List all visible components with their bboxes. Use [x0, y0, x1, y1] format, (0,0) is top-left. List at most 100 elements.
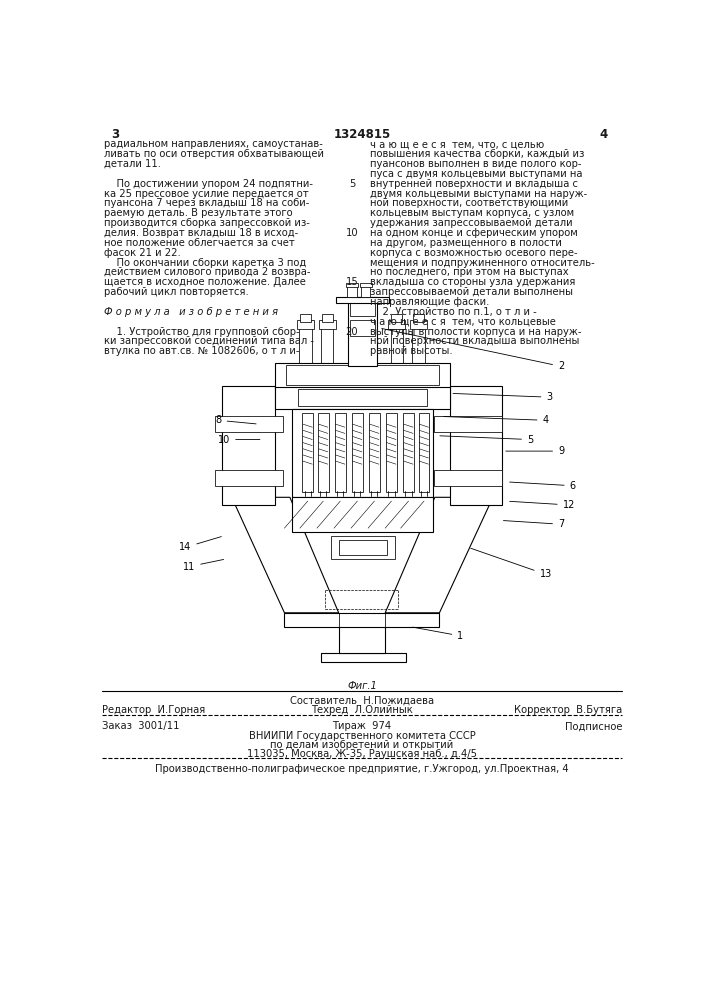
- Text: 15: 15: [346, 277, 358, 287]
- Polygon shape: [385, 497, 493, 613]
- Text: 113035, Москва, Ж-35, Раушская наб., д.4/5: 113035, Москва, Ж-35, Раушская наб., д.4…: [247, 749, 477, 759]
- Text: 9: 9: [506, 446, 564, 456]
- Bar: [339, 620, 385, 653]
- Bar: [339, 540, 387, 555]
- Text: Техред  Л.Олийнык: Техред Л.Олийнык: [311, 705, 413, 715]
- Text: Составитель  Н.Пожидаева: Составитель Н.Пожидаева: [290, 696, 434, 706]
- Text: ч а ю щ е е с я  тем, что кольцевые: ч а ю щ е е с я тем, что кольцевые: [370, 317, 556, 327]
- Bar: [275, 363, 450, 387]
- Text: Производственно-полиграфическое предприятие, г.Ужгород, ул.Проектная, 4: Производственно-полиграфическое предприя…: [155, 764, 568, 774]
- Text: Ф о р м у л а   и з о б р е т е н и я: Ф о р м у л а и з о б р е т е н и я: [104, 307, 278, 317]
- Text: 8: 8: [216, 415, 256, 425]
- Text: Редактор  И.Горная: Редактор И.Горная: [103, 705, 206, 715]
- Text: Подписное: Подписное: [565, 721, 622, 731]
- Text: 1. Устройство для групповой сбор-: 1. Устройство для групповой сбор-: [104, 327, 300, 337]
- Bar: [369, 413, 380, 492]
- Text: детали 11.: детали 11.: [104, 159, 161, 169]
- Text: 4: 4: [444, 415, 549, 425]
- Text: на одном конце и сферическим упором: на одном конце и сферическим упором: [370, 228, 578, 238]
- Text: 14: 14: [179, 537, 221, 552]
- Text: раемую деталь. В результате этого: раемую деталь. В результате этого: [104, 208, 293, 218]
- Bar: [403, 413, 414, 492]
- Text: на другом, размещенного в полости: на другом, размещенного в полости: [370, 238, 561, 248]
- Text: 20: 20: [346, 327, 358, 337]
- Text: выступы в полости корпуса и на наруж-: выступы в полости корпуса и на наруж-: [370, 327, 581, 337]
- Bar: [388, 320, 405, 329]
- Bar: [419, 413, 429, 492]
- Bar: [346, 283, 358, 287]
- Bar: [351, 320, 375, 336]
- Bar: [292, 409, 433, 497]
- Bar: [286, 365, 438, 385]
- Text: 10: 10: [346, 228, 358, 238]
- Text: 10: 10: [218, 435, 260, 445]
- Bar: [337, 297, 389, 303]
- Text: 12: 12: [510, 500, 575, 510]
- Text: повышения качества сборки, каждый из: повышения качества сборки, каждый из: [370, 149, 584, 159]
- Text: пуса с двумя кольцевыми выступами на: пуса с двумя кольцевыми выступами на: [370, 169, 582, 179]
- Text: Заказ  3001/11: Заказ 3001/11: [103, 721, 180, 731]
- Text: По окончании сборки каретка 3 под: По окончании сборки каретка 3 под: [104, 258, 306, 268]
- Text: 4: 4: [600, 128, 607, 141]
- Bar: [360, 283, 372, 287]
- Text: радиальном направлениях, самоустанав-: радиальном направлениях, самоустанав-: [104, 139, 323, 149]
- Bar: [391, 328, 403, 386]
- Text: ка 25 прессовое усилие передается от: ка 25 прессовое усилие передается от: [104, 189, 308, 199]
- Bar: [386, 413, 397, 492]
- Text: двумя кольцевыми выступами на наруж-: двумя кольцевыми выступами на наруж-: [370, 189, 587, 199]
- Bar: [348, 297, 378, 366]
- Text: корпуса с возможностью осевого пере-: корпуса с возможностью осевого пере-: [370, 248, 578, 258]
- Bar: [450, 386, 502, 505]
- Bar: [410, 320, 427, 329]
- Text: 2: 2: [382, 328, 564, 371]
- Text: 7: 7: [503, 519, 564, 529]
- Text: 2. Устройство по п.1, о т л и -: 2. Устройство по п.1, о т л и -: [370, 307, 537, 317]
- Bar: [392, 314, 402, 322]
- Text: направляющие фаски.: направляющие фаски.: [370, 297, 489, 307]
- Text: кольцевым выступам корпуса, с узлом: кольцевым выступам корпуса, с узлом: [370, 208, 574, 218]
- Text: 1: 1: [413, 627, 463, 641]
- Bar: [412, 328, 425, 386]
- Text: 11: 11: [183, 559, 223, 572]
- Text: действием силового привода 2 возвра-: действием силового привода 2 возвра-: [104, 267, 310, 277]
- Bar: [223, 386, 275, 505]
- Text: ное положение облегчается за счет: ное положение облегчается за счет: [104, 238, 295, 248]
- Text: Фиг.1: Фиг.1: [347, 681, 377, 691]
- Text: мещения и подпружиненного относитель-: мещения и подпружиненного относитель-: [370, 258, 595, 268]
- Text: пуансона 7 через вкладыш 18 на соби-: пуансона 7 через вкладыш 18 на соби-: [104, 198, 309, 208]
- Bar: [322, 314, 332, 322]
- Text: фасок 21 и 22.: фасок 21 и 22.: [104, 248, 180, 258]
- Text: втулка по авт.св. № 1082606, о т л и-: втулка по авт.св. № 1082606, о т л и-: [104, 346, 299, 356]
- Text: ной поверхности вкладыша выполнены: ной поверхности вкладыша выполнены: [370, 336, 579, 346]
- Bar: [215, 470, 283, 486]
- Bar: [331, 536, 395, 559]
- Text: рабочий цикл повторяется.: рабочий цикл повторяется.: [104, 287, 249, 297]
- Text: По достижении упором 24 подпятни-: По достижении упором 24 подпятни-: [104, 179, 313, 189]
- Text: удержания запрессовываемой детали: удержания запрессовываемой детали: [370, 218, 573, 228]
- Bar: [335, 413, 346, 492]
- Text: производится сборка запрессовкой из-: производится сборка запрессовкой из-: [104, 218, 310, 228]
- Text: по делам изобретений и открытий: по делам изобретений и открытий: [270, 740, 454, 750]
- Bar: [352, 413, 363, 492]
- Bar: [413, 314, 424, 322]
- Text: 13: 13: [471, 548, 551, 579]
- Text: пуансонов выполнен в виде полого кор-: пуансонов выполнен в виде полого кор-: [370, 159, 581, 169]
- Text: 1324815: 1324815: [333, 128, 390, 141]
- Bar: [434, 470, 502, 486]
- Bar: [351, 301, 375, 316]
- Text: 5: 5: [440, 435, 533, 445]
- Bar: [321, 653, 406, 662]
- Bar: [300, 314, 311, 322]
- Bar: [275, 386, 450, 409]
- Bar: [361, 286, 370, 297]
- Text: ливать по оси отверстия обхватывающей: ливать по оси отверстия обхватывающей: [104, 149, 324, 159]
- Bar: [284, 613, 440, 627]
- Text: щается в исходное положение. Далее: щается в исходное положение. Далее: [104, 277, 305, 287]
- Bar: [317, 413, 329, 492]
- Text: вкладыша со стороны узла удержания: вкладыша со стороны узла удержания: [370, 277, 575, 287]
- Bar: [319, 320, 336, 329]
- Text: но последнего, при этом на выступах: но последнего, при этом на выступах: [370, 267, 568, 277]
- Text: Тираж  974: Тираж 974: [332, 721, 392, 731]
- Text: Корректор  В.Бутяга: Корректор В.Бутяга: [514, 705, 622, 715]
- Bar: [299, 328, 312, 386]
